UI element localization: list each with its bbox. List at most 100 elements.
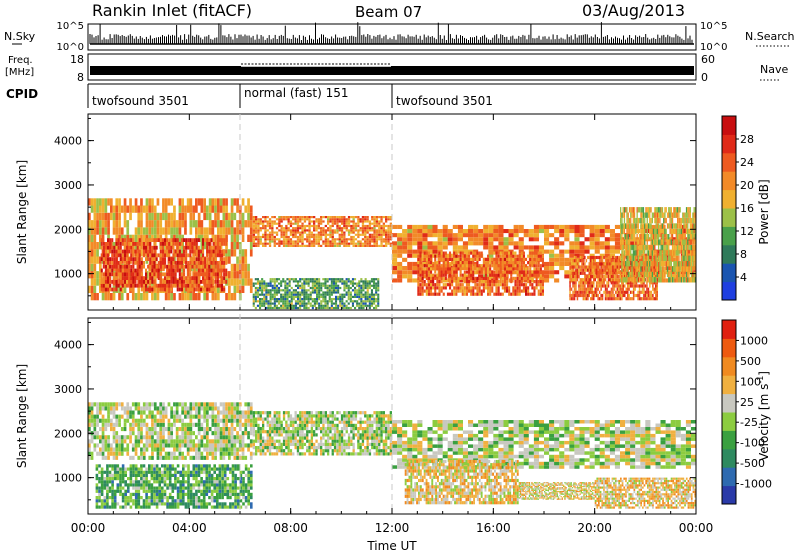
power-cell bbox=[366, 227, 369, 230]
power-cell bbox=[360, 284, 363, 287]
power-cell bbox=[271, 286, 274, 290]
power-cell bbox=[508, 241, 514, 246]
power-cell bbox=[389, 242, 392, 245]
power-cell bbox=[307, 295, 310, 298]
power-cell bbox=[292, 295, 295, 298]
power-cell bbox=[261, 282, 264, 285]
power-cell bbox=[503, 283, 506, 287]
power-cell bbox=[120, 205, 124, 213]
power-cell bbox=[343, 227, 346, 230]
power-cell bbox=[584, 293, 586, 298]
power-cell bbox=[627, 271, 629, 278]
power-cell bbox=[607, 290, 610, 294]
power-cell bbox=[265, 306, 268, 310]
power-cell bbox=[296, 238, 300, 241]
power-cell bbox=[259, 282, 262, 285]
power-cell bbox=[313, 227, 316, 230]
power-cell bbox=[459, 257, 462, 261]
power-cell bbox=[455, 261, 458, 265]
power-cell bbox=[211, 198, 215, 206]
power-cell bbox=[621, 290, 623, 294]
power-cell bbox=[643, 297, 645, 301]
power-cell bbox=[271, 289, 274, 292]
power-cell bbox=[512, 292, 515, 296]
power-cell bbox=[197, 257, 200, 261]
power-cell bbox=[425, 276, 428, 280]
power-cell bbox=[178, 227, 182, 235]
power-cell bbox=[289, 233, 293, 236]
power-cell bbox=[601, 259, 604, 263]
power-cell bbox=[601, 278, 604, 282]
power-cell bbox=[216, 264, 219, 269]
power-cell bbox=[202, 272, 205, 277]
power-cell bbox=[622, 212, 624, 218]
power-cell bbox=[164, 276, 167, 280]
power-cell bbox=[574, 224, 580, 229]
power-cell bbox=[96, 205, 99, 213]
power-cell bbox=[495, 280, 498, 284]
power-cell bbox=[453, 270, 456, 274]
power-cell bbox=[340, 218, 344, 221]
power-cell bbox=[225, 238, 228, 242]
power-cell bbox=[371, 229, 374, 232]
power-cell bbox=[389, 224, 392, 228]
power-cell bbox=[290, 304, 293, 307]
power-cell bbox=[589, 270, 595, 275]
power-cell bbox=[579, 284, 582, 288]
power-cell bbox=[311, 306, 314, 310]
power-cell bbox=[90, 278, 94, 286]
power-cell bbox=[109, 276, 112, 280]
power-cell bbox=[299, 238, 302, 241]
power-cell bbox=[110, 293, 113, 301]
power-cell bbox=[438, 251, 441, 255]
power-cell bbox=[427, 257, 430, 261]
power-cell bbox=[607, 259, 610, 263]
power-cell bbox=[322, 227, 325, 230]
power-cell bbox=[343, 233, 346, 236]
power-cell bbox=[407, 266, 413, 271]
power-cell bbox=[465, 289, 468, 293]
power-cell bbox=[263, 282, 266, 285]
power-cell bbox=[442, 283, 445, 287]
power-cell bbox=[305, 293, 308, 296]
power-cell bbox=[520, 283, 523, 287]
power-cell bbox=[518, 254, 521, 258]
power-cell bbox=[646, 297, 648, 301]
power-cell bbox=[451, 283, 454, 287]
power-cell bbox=[360, 298, 363, 301]
power-cell bbox=[638, 284, 641, 288]
power-cell bbox=[192, 205, 195, 213]
power-cell bbox=[271, 280, 274, 283]
power-cell bbox=[142, 293, 146, 301]
power-cell bbox=[622, 268, 624, 272]
power-cell bbox=[195, 198, 198, 206]
power-cell bbox=[155, 283, 158, 288]
power-cell bbox=[427, 292, 430, 296]
power-cell bbox=[593, 281, 595, 285]
power-cell bbox=[451, 280, 454, 284]
power-cell bbox=[368, 300, 371, 303]
power-cell bbox=[468, 289, 471, 293]
power-cell bbox=[579, 253, 585, 258]
power-cell bbox=[594, 245, 600, 250]
power-cell bbox=[130, 280, 133, 284]
beam-label: Beam 07 bbox=[355, 3, 422, 21]
power-cell bbox=[275, 222, 279, 225]
power-cell bbox=[149, 253, 152, 258]
power-cell bbox=[331, 240, 334, 243]
power-cell bbox=[609, 255, 611, 260]
power-cell bbox=[609, 268, 611, 272]
power-cell bbox=[187, 268, 190, 273]
power-cell bbox=[138, 268, 141, 273]
power-cell bbox=[520, 254, 523, 258]
power-cell bbox=[430, 292, 433, 296]
power-cell bbox=[257, 229, 260, 232]
power-cell bbox=[107, 212, 110, 221]
power-cell bbox=[247, 278, 250, 286]
power-cell bbox=[317, 224, 320, 228]
power-cell bbox=[573, 297, 576, 301]
power-cell bbox=[544, 278, 550, 283]
power-cell bbox=[462, 241, 468, 246]
power-cell bbox=[287, 220, 290, 223]
power-cell bbox=[109, 245, 112, 250]
